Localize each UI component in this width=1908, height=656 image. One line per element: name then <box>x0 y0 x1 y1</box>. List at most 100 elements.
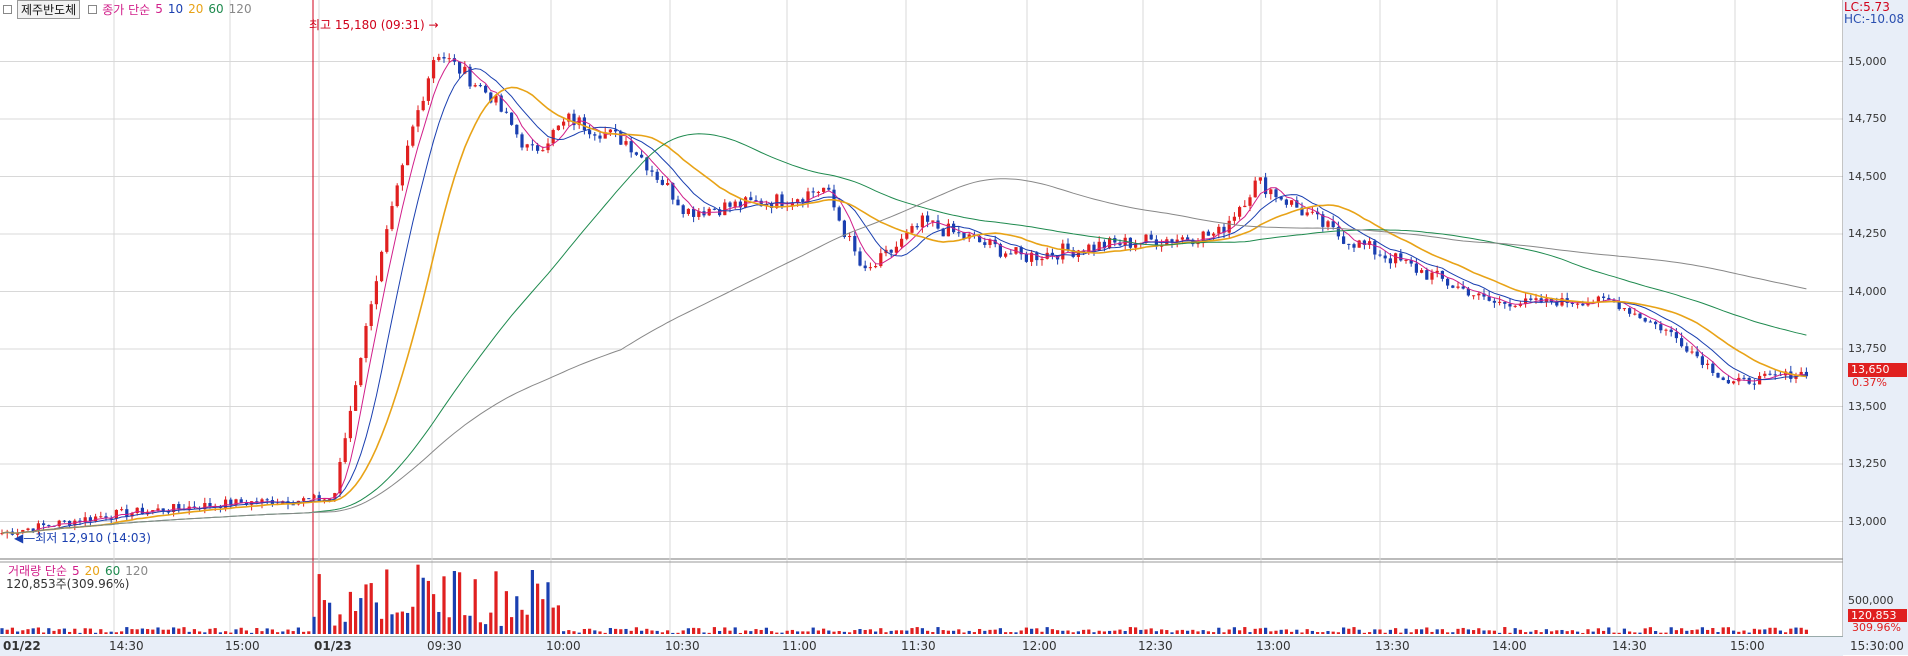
volume-bar <box>1680 628 1684 634</box>
candle-body <box>156 508 160 511</box>
volume-bar <box>790 629 794 634</box>
candle-body <box>1108 238 1112 249</box>
candle-body <box>983 242 987 245</box>
volume-bar <box>447 617 451 634</box>
candle-body <box>562 121 566 126</box>
ma-period-20[interactable]: 20 <box>188 2 204 16</box>
volume-bar <box>1316 632 1320 634</box>
stock-name[interactable]: 제주반도체 <box>17 0 81 19</box>
volume-bar <box>619 629 623 634</box>
candle-body <box>1352 244 1356 248</box>
volume-bar <box>1778 630 1782 634</box>
ma-period-10[interactable]: 10 <box>167 2 184 16</box>
volume-bar <box>1264 627 1268 634</box>
candle-body <box>1019 247 1023 255</box>
volume-bar <box>156 627 160 634</box>
candle-body <box>1362 240 1366 245</box>
volume-bar <box>1685 630 1689 634</box>
volume-bar <box>374 602 378 634</box>
candle-body <box>1097 241 1101 251</box>
ma-period-120[interactable]: 120 <box>228 2 252 16</box>
volume-bar <box>1633 632 1637 634</box>
volume-bar <box>1123 631 1127 634</box>
candle-body <box>900 238 904 247</box>
candle-body <box>463 66 467 74</box>
ma-label[interactable]: 종가 단순 <box>102 2 151 17</box>
volume-bar <box>1690 630 1694 634</box>
candle-body <box>775 194 779 208</box>
candle-body <box>437 57 441 61</box>
candle-body <box>1378 254 1382 256</box>
volume-ma-period-120[interactable]: 120 <box>125 563 149 578</box>
candle-body <box>1050 252 1054 256</box>
candle-body <box>1300 207 1304 216</box>
volume-bar <box>718 631 722 634</box>
candle-body <box>1217 226 1221 234</box>
candle-body <box>411 126 415 146</box>
volume-bar <box>660 632 664 634</box>
candle-body <box>853 236 857 252</box>
volume-bar <box>78 632 82 634</box>
volume-bar <box>1726 627 1730 634</box>
candle-body <box>400 165 404 186</box>
volume-bar <box>62 628 66 634</box>
volume-bar <box>1576 631 1580 634</box>
candle-body <box>1513 305 1517 307</box>
legend-toggle-icon[interactable] <box>3 4 12 14</box>
volume-bar <box>666 630 670 634</box>
ma-period-5[interactable]: 5 <box>155 2 163 16</box>
candle-body <box>894 246 898 253</box>
price-axis-tick: 13,250 <box>1848 457 1887 470</box>
volume-bar <box>1487 630 1491 634</box>
volume-bar <box>1061 630 1065 634</box>
candle-body <box>645 157 649 171</box>
volume-bar <box>1253 628 1257 634</box>
candle-body <box>822 187 826 192</box>
ma-line-120 <box>1 178 1807 534</box>
candle-body <box>406 145 410 166</box>
candle-body <box>1742 377 1746 379</box>
candle-body <box>837 207 841 221</box>
volume-bar <box>780 632 784 634</box>
volume-bar <box>380 618 384 634</box>
time-axis-label: 14:30 <box>109 639 144 653</box>
volume-bar <box>1383 632 1387 634</box>
candle-body <box>140 507 144 515</box>
candle-body <box>421 100 425 111</box>
volume-bar <box>322 600 326 634</box>
candle-body <box>572 113 576 126</box>
volume-ma-label[interactable]: 거래량 단순 <box>8 564 68 578</box>
volume-bar <box>1508 632 1512 634</box>
volume-bar <box>556 605 560 634</box>
volume-bar <box>1477 628 1481 634</box>
candle-body <box>629 141 633 153</box>
candle-body <box>1326 221 1330 227</box>
volume-ma-period-60[interactable]: 60 <box>104 563 121 578</box>
candle-body <box>1305 212 1309 216</box>
candle-body <box>135 507 139 514</box>
volume-bar <box>536 583 540 634</box>
volume-ma-period-5[interactable]: 5 <box>72 563 80 578</box>
high-annotation: 최고 15,180 (09:31) → <box>309 18 439 32</box>
volume-bar <box>395 612 399 634</box>
ma-period-60[interactable]: 60 <box>208 2 224 16</box>
volume-bar <box>187 631 191 634</box>
candle-body <box>920 215 924 228</box>
volume-bar <box>1258 628 1262 634</box>
volume-bar <box>52 630 56 634</box>
candle-body <box>1544 298 1548 303</box>
volume-bar <box>1591 631 1595 634</box>
price-legend: 제주반도체 종가 단순 5 10 20 60 120 <box>0 0 257 19</box>
ma-toggle-icon[interactable] <box>88 4 98 14</box>
candle-body <box>364 325 368 359</box>
time-axis-label: 09:30 <box>427 639 462 653</box>
volume-bar <box>1430 631 1434 634</box>
volume-ma-period-20[interactable]: 20 <box>84 563 100 578</box>
volume-bar <box>1144 629 1148 634</box>
volume-bar <box>1149 628 1153 634</box>
volume-bar <box>1638 632 1642 634</box>
volume-bar <box>1269 631 1273 634</box>
candle-body <box>619 131 623 145</box>
candle-body <box>99 516 103 518</box>
volume-bar <box>1768 627 1772 634</box>
